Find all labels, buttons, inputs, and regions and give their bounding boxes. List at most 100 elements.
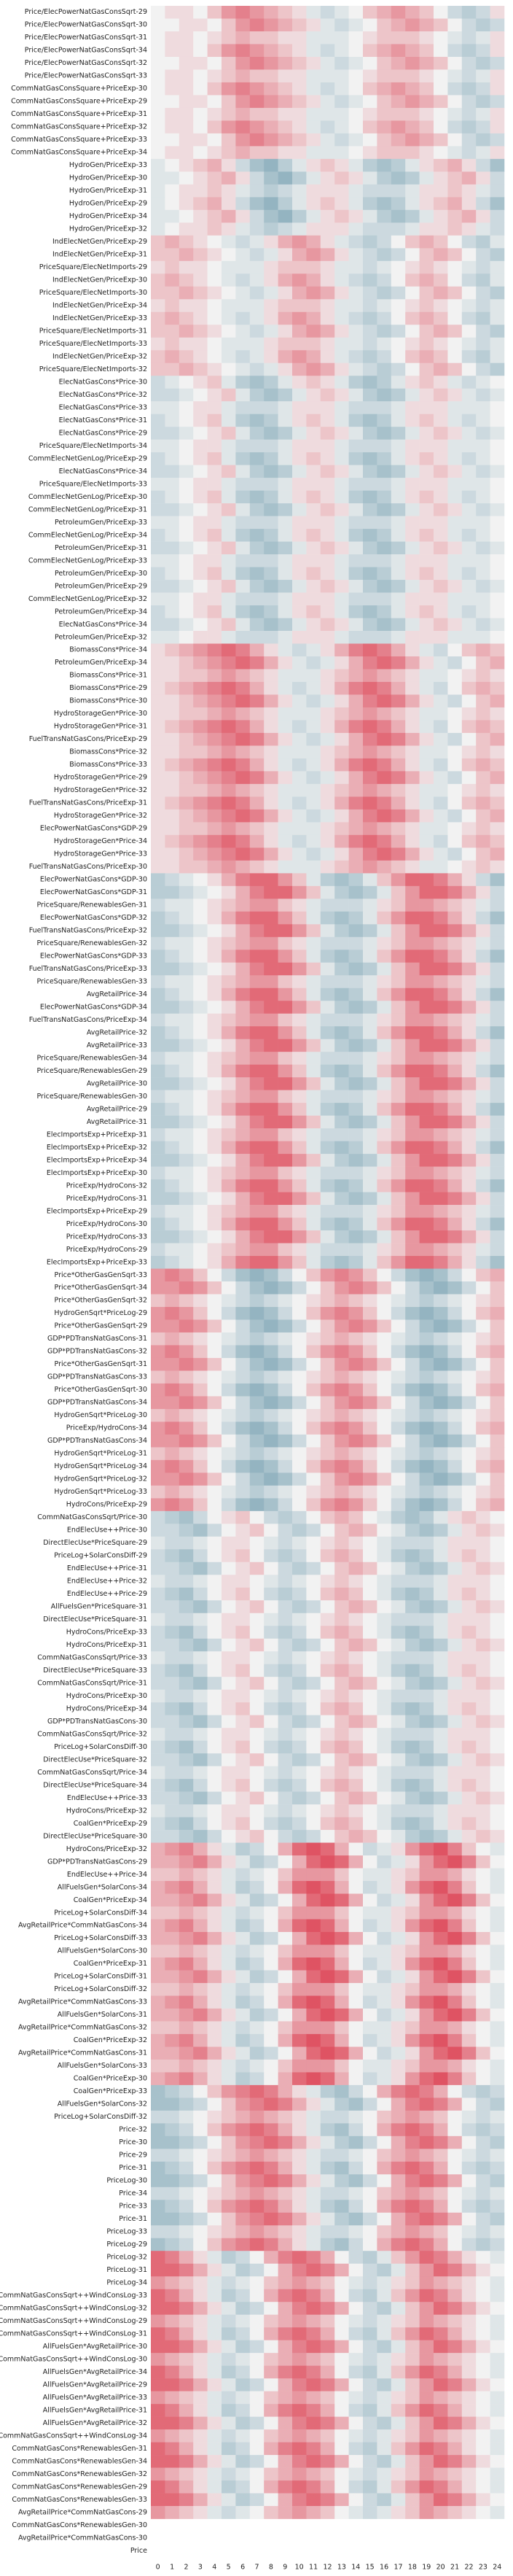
heatmap-cell (377, 1473, 392, 1486)
heatmap-cell (320, 401, 335, 414)
heatmap-cell (278, 2429, 293, 2443)
heatmap-cell (490, 822, 505, 836)
heatmap-cell (264, 2123, 278, 2137)
heatmap-cell (447, 2251, 463, 2265)
heatmap-cell (334, 6, 349, 19)
heatmap-cell (151, 1421, 165, 1435)
heatmap-cell (363, 2072, 377, 2086)
heatmap-cell (278, 158, 293, 172)
heatmap-cell (249, 107, 265, 121)
heatmap-cell (391, 580, 406, 593)
heatmap-cell (447, 2187, 463, 2200)
heatmap-cell (306, 1064, 321, 1078)
heatmap-cell (419, 1357, 434, 1371)
heatmap-cell (476, 1600, 490, 1614)
heatmap-cell (461, 2212, 477, 2226)
heatmap-cell (405, 783, 420, 797)
heatmap-cell (434, 796, 448, 810)
heatmap-cell (278, 1689, 293, 1703)
heatmap-cell (165, 618, 180, 632)
heatmap-cell (363, 2340, 377, 2354)
heatmap-cell (476, 1306, 490, 1320)
heatmap-cell (193, 962, 208, 976)
heatmap-cell (363, 401, 377, 414)
heatmap-cell (320, 376, 335, 389)
heatmap-cell (179, 1982, 194, 1996)
heatmap-cell (235, 1600, 251, 1614)
heatmap-cell (434, 2135, 448, 2149)
heatmap-cell (306, 1842, 321, 1856)
heatmap-cell (363, 184, 377, 198)
heatmap-cell (363, 337, 377, 351)
heatmap-cell (419, 490, 434, 504)
heatmap-cell (151, 56, 165, 70)
heatmap-cell (377, 1970, 392, 1984)
heatmap-cell (377, 1115, 392, 1129)
heatmap-cell (476, 592, 490, 606)
heatmap-cell (363, 1103, 377, 1116)
heatmap-cell (348, 2442, 364, 2456)
heatmap-cell (334, 311, 349, 325)
heatmap-cell (334, 388, 349, 402)
heatmap-cell (179, 1243, 194, 1257)
heatmap-cell (377, 2327, 392, 2340)
heatmap-cell (306, 1587, 321, 1601)
heatmap-cell (193, 541, 208, 555)
heatmap-cell (363, 197, 377, 211)
heatmap-cell (363, 1128, 377, 1141)
heatmap-cell (249, 388, 265, 402)
heatmap-cell (249, 1230, 265, 1244)
heatmap-cell (377, 82, 392, 96)
heatmap-cell (363, 2200, 377, 2214)
heatmap-cell (461, 605, 477, 618)
heatmap-cell (419, 962, 434, 976)
heatmap-cell (292, 120, 307, 134)
heatmap-cell (179, 2378, 194, 2391)
heatmap-cell (151, 1026, 165, 1039)
y-tick-label: Price/ElecPowerNatGasConsSqrt-29 (25, 8, 147, 16)
heatmap-cell (179, 1779, 194, 1792)
heatmap-cell (447, 1510, 463, 1524)
heatmap-cell (334, 1536, 349, 1550)
heatmap-cell (476, 2493, 490, 2507)
heatmap-cell (334, 2212, 349, 2226)
heatmap-cell (461, 2391, 477, 2405)
heatmap-cell (490, 222, 505, 236)
heatmap-cell (165, 2123, 180, 2137)
heatmap-cell (490, 885, 505, 899)
heatmap-cell (476, 388, 490, 402)
heatmap-cell (490, 120, 505, 134)
heatmap-cell (278, 1766, 293, 1780)
heatmap-cell (391, 2353, 406, 2366)
heatmap-cell (447, 1421, 463, 1435)
heatmap-cell (348, 2467, 364, 2481)
heatmap-cell (320, 2033, 335, 2047)
heatmap-cell (419, 2365, 434, 2379)
heatmap-cell (264, 1243, 278, 1257)
heatmap-cell (278, 1154, 293, 1167)
heatmap-cell (434, 1447, 448, 1461)
heatmap-cell (207, 2314, 222, 2328)
heatmap-cell (377, 171, 392, 185)
heatmap-cell (419, 1715, 434, 1729)
heatmap-cell (419, 2084, 434, 2098)
heatmap-cell (405, 643, 420, 657)
heatmap-cell (447, 2072, 463, 2086)
heatmap-cell (235, 822, 251, 836)
heatmap-cell (461, 2187, 477, 2200)
heatmap-cell (320, 1600, 335, 1614)
heatmap-cell (235, 720, 251, 734)
heatmap-cell (320, 1013, 335, 1027)
heatmap-cell (249, 1243, 265, 1257)
heatmap-cell (419, 2276, 434, 2290)
heatmap-cell (363, 95, 377, 109)
heatmap-cell (334, 1166, 349, 1180)
heatmap-cell (476, 2123, 490, 2137)
heatmap-cell (476, 988, 490, 1001)
heatmap-cell (278, 1141, 293, 1155)
heatmap-cell (348, 299, 364, 313)
heatmap-cell (348, 1842, 364, 1856)
heatmap-cell (264, 1906, 278, 1920)
heatmap-cell (391, 1868, 406, 1882)
heatmap-cell (151, 1357, 165, 1371)
